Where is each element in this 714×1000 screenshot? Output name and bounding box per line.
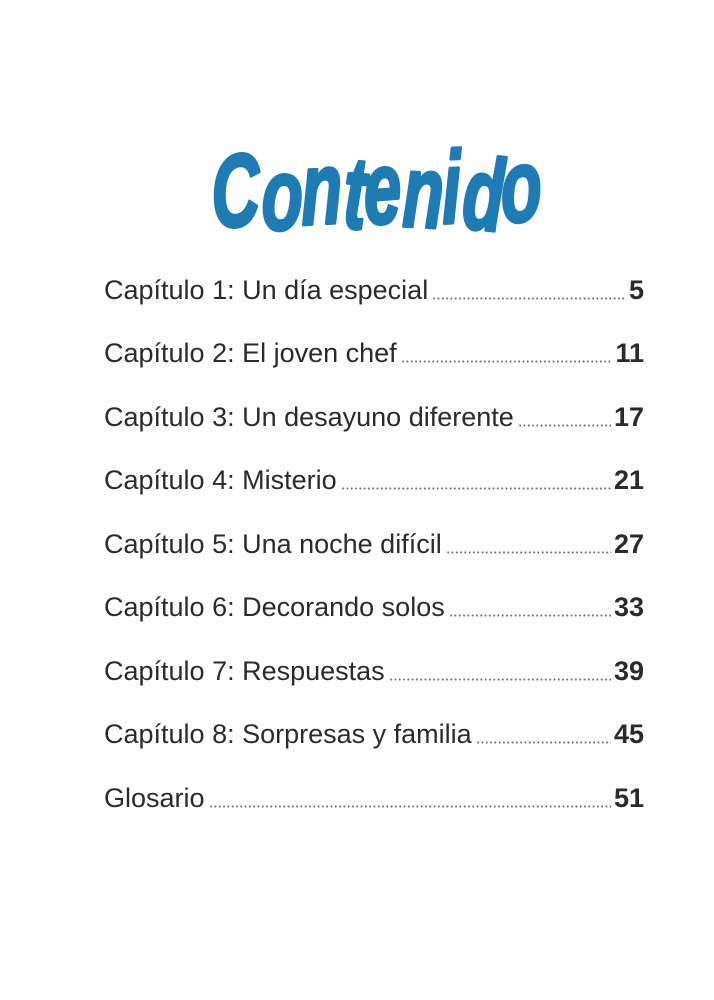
svg-text:Contenido: Contenido — [208, 128, 544, 248]
